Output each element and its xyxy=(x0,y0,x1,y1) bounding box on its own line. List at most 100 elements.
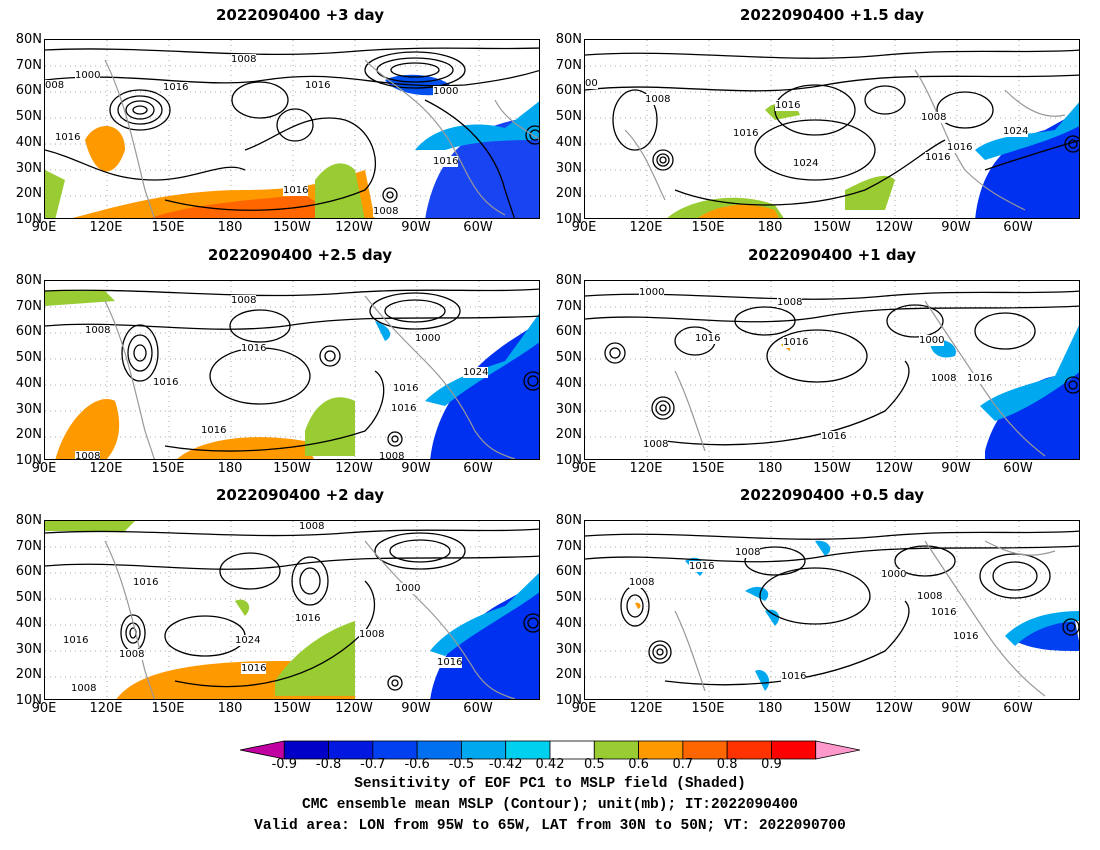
contour-label: 1008 xyxy=(645,94,671,105)
lat-tick-label: 80N xyxy=(555,513,582,528)
lat-tick-label: 60N xyxy=(555,83,582,99)
lon-tick-label: 150E xyxy=(151,461,185,476)
lon-tick-label: 60W xyxy=(463,461,493,476)
contour-label: 1016 xyxy=(241,343,267,354)
contour-label: 1008 xyxy=(231,295,257,306)
contour-label: 1016 xyxy=(163,82,189,93)
contour-label: 1008 xyxy=(85,325,111,336)
contour-label: 1000 xyxy=(415,333,441,344)
contour-label: 1016 xyxy=(153,377,179,388)
contour-label: 1008 xyxy=(379,451,405,460)
lon-tick-label: 60W xyxy=(1003,701,1033,716)
lat-tick-label: 50N xyxy=(555,350,582,366)
contour-label: 1016 xyxy=(953,631,979,642)
contour-label: 1000 xyxy=(75,70,101,81)
lat-tick-label: 10N xyxy=(15,692,42,708)
contour-label: 1016 xyxy=(241,663,267,674)
lat-tick-label: 80N xyxy=(15,513,42,528)
lat-tick-label: 10N xyxy=(15,211,42,227)
lon-tick-label: 150E xyxy=(151,220,185,235)
map-graphic xyxy=(45,281,539,459)
sensitivity-map: 1008 1000 1016 1016 008 1000 1016 1016 1… xyxy=(44,39,540,219)
lon-tick-label: 120E xyxy=(629,701,663,716)
lon-tick-label: 90W xyxy=(401,701,431,716)
contour-label: 1024 xyxy=(793,158,819,169)
contour-label: 1016 xyxy=(283,185,309,196)
lon-tick-label: 90W xyxy=(941,461,971,476)
colorbar-tick-label: 0.42 xyxy=(535,757,565,772)
map-graphic xyxy=(585,281,1079,459)
lat-tick-label: 40N xyxy=(15,134,42,150)
contour-label: 1000 xyxy=(639,287,665,298)
lon-tick-label: 120W xyxy=(875,220,913,235)
contour-label: 1008 xyxy=(921,112,947,123)
lon-tick-label: 150W xyxy=(813,220,851,235)
lon-tick-label: 90W xyxy=(401,461,431,476)
lat-tick-label: 50N xyxy=(15,590,42,606)
colorbar xyxy=(240,740,860,760)
lat-tick-label: 80N xyxy=(555,273,582,288)
lat-tick-label: 30N xyxy=(15,160,42,176)
contour-label: 1016 xyxy=(133,577,159,588)
lon-tick-label: 60W xyxy=(463,220,493,235)
contour-label: 1008 xyxy=(119,649,145,660)
colorbar-tick-label: -0.5 xyxy=(448,757,475,772)
panel-title: 2022090400 +2.5 day xyxy=(207,246,393,264)
lat-tick-label: 20N xyxy=(555,427,582,443)
lat-tick-label: 70N xyxy=(15,298,42,314)
contour-label: 1008 xyxy=(299,521,325,532)
lat-tick-label: 80N xyxy=(15,32,42,47)
map-graphic xyxy=(45,40,539,218)
contour-label: 1008 xyxy=(917,591,943,602)
colorbar-tick-label: 0.8 xyxy=(716,757,738,772)
map-graphic xyxy=(45,521,539,699)
lon-tick-label: 150W xyxy=(273,701,311,716)
lat-tick-label: 30N xyxy=(15,401,42,417)
contour-label: 1016 xyxy=(783,337,809,348)
lon-tick-label: 90E xyxy=(571,220,597,235)
caption-line: Valid area: LON from 95W to 65W, LAT fro… xyxy=(254,818,846,834)
lat-tick-label: 40N xyxy=(555,375,582,391)
contour-label: 1016 xyxy=(393,383,419,394)
contour-label: 1008 xyxy=(931,373,957,384)
lon-tick-label: 120E xyxy=(629,220,663,235)
map-graphic xyxy=(585,40,1079,218)
lon-tick-label: 180 xyxy=(757,461,783,476)
colorbar-tick-label: -0.42 xyxy=(488,757,523,772)
colorbar-tick-label: -0.6 xyxy=(404,757,430,772)
contour-label: 1016 xyxy=(781,671,807,682)
lat-tick-label: 60N xyxy=(15,83,42,99)
contour-label: 1008 xyxy=(359,629,385,640)
contour-label: 1016 xyxy=(55,132,81,143)
contour-label: 1016 xyxy=(391,403,417,414)
contour-label: 1016 xyxy=(295,613,321,624)
lon-tick-label: 150W xyxy=(273,461,311,476)
colorbar-tick-label: 0.5 xyxy=(583,757,605,772)
contour-label: 1024 xyxy=(463,367,489,378)
contour-label: 1008 xyxy=(735,547,761,558)
contour-label: 1000 xyxy=(433,86,459,97)
colorbar-cell xyxy=(815,740,860,760)
lon-tick-label: 120E xyxy=(89,220,123,235)
lon-tick-label: 120W xyxy=(335,220,373,235)
lon-tick-label: 60W xyxy=(1003,461,1033,476)
lat-tick-label: 70N xyxy=(555,298,582,314)
lat-tick-label: 60N xyxy=(555,324,582,340)
lat-tick-label: 30N xyxy=(555,641,582,657)
lon-tick-label: 150E xyxy=(691,220,725,235)
colorbar-tick-label: -0.7 xyxy=(360,757,386,772)
lon-tick-label: 180 xyxy=(757,220,783,235)
lat-tick-label: 10N xyxy=(555,692,582,708)
lon-tick-label: 90E xyxy=(31,461,57,476)
panel-title: 2022090400 +1.5 day xyxy=(739,6,925,24)
lon-tick-label: 120W xyxy=(875,701,913,716)
contour-label: 1016 xyxy=(821,431,847,442)
lat-tick-label: 60N xyxy=(15,324,42,340)
contour-label: 1016 xyxy=(689,561,715,572)
contour-label: 1008 xyxy=(629,577,655,588)
lat-tick-label: 60N xyxy=(15,564,42,580)
contour-label: 1008 xyxy=(643,439,669,450)
contour-label: 1008 xyxy=(75,451,101,460)
caption-line: Sensitivity of EOF PC1 to MSLP field (Sh… xyxy=(354,776,746,792)
lat-tick-label: 40N xyxy=(555,134,582,150)
